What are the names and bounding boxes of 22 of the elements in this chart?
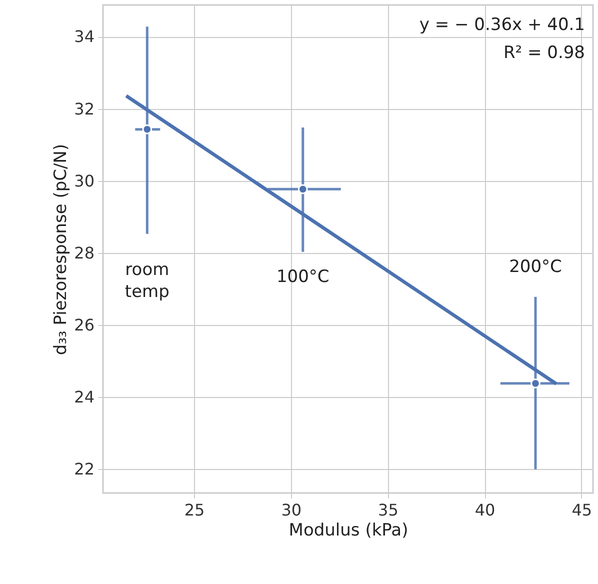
x-tick-label: 30 [281,500,302,520]
annotation: 100°C [276,266,330,287]
x-tick-label: 40 [474,500,496,520]
annotation: y = − 0.36x + 40.1 [419,15,585,35]
point [142,124,152,134]
x-tick-label: 35 [378,500,398,520]
x-tick-label: 25 [184,500,205,520]
y-tick-label: 26 [74,316,94,335]
y-tick-label: 32 [74,99,94,118]
annotation: room temp [124,260,170,302]
annotation: R² = 0.98 [503,43,585,63]
point [530,378,540,388]
y-tick-label: 34 [74,27,94,46]
x-tick-label: 45 [572,500,592,520]
point [298,184,308,194]
x-axis-title: Modulus (kPa) [288,520,408,540]
y-tick-label: 30 [74,171,94,190]
y-axis-title: d₃₃ Piezoresponse (pC/N) [51,144,72,356]
y-tick-label: 28 [74,243,94,262]
annotation: 200°C [509,256,562,277]
y-tick-label: 22 [74,460,94,479]
y-tick-label: 24 [74,388,94,407]
